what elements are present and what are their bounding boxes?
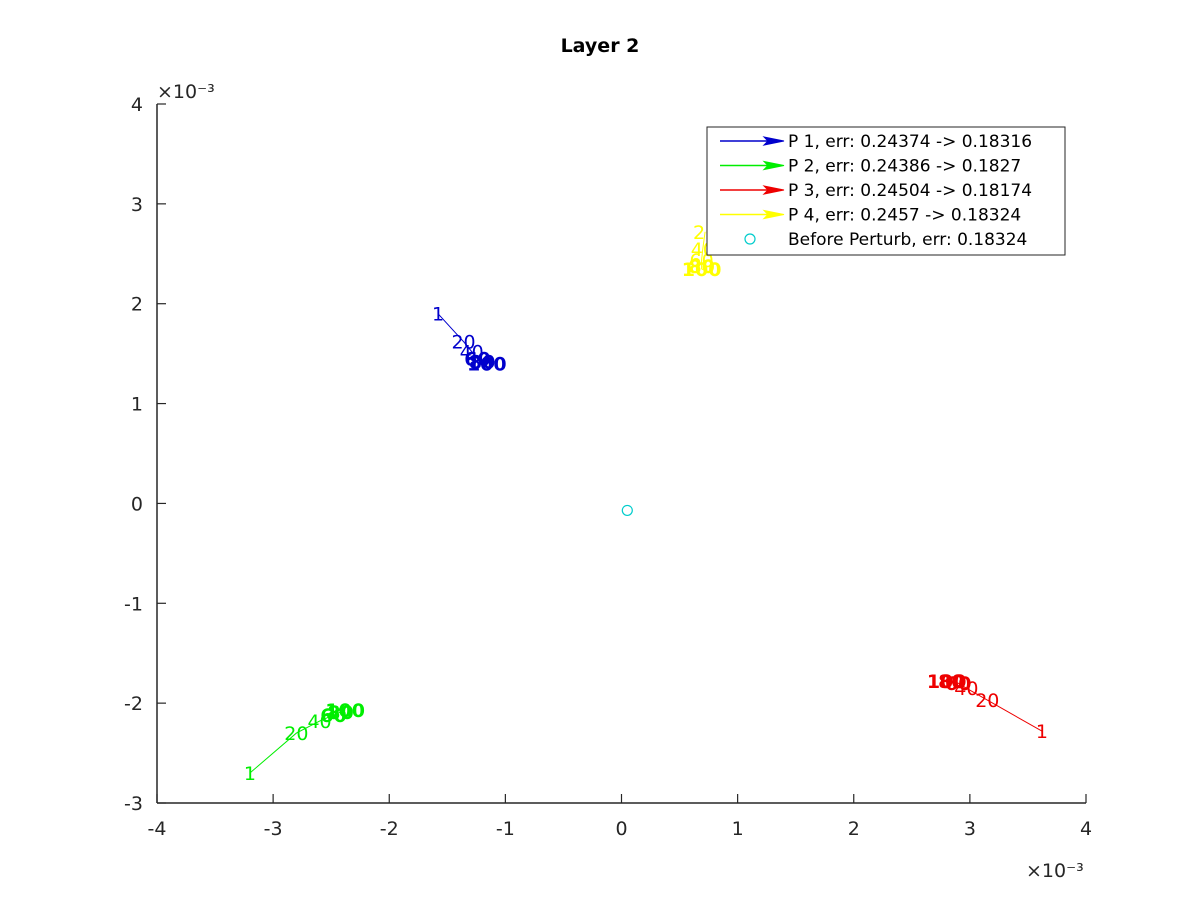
legend-circle-icon — [744, 233, 756, 245]
point-label: 100 — [682, 259, 722, 281]
legend-entry-label: Before Perturb, err: 0.18324 — [788, 230, 1027, 250]
y-tick-label: 1 — [131, 394, 143, 416]
point-label: 100 — [467, 354, 507, 376]
trajectory-line — [437, 313, 487, 365]
point-label: 80 — [469, 352, 495, 374]
point-label: 100 — [927, 671, 967, 693]
point-label: 80 — [938, 671, 964, 693]
trajectory-line — [701, 231, 706, 271]
point-label: 40 — [954, 678, 978, 700]
y-axis-exponent: ×10⁻³ — [157, 81, 215, 103]
point-label: 40 — [307, 711, 331, 733]
series-5 — [621, 504, 633, 517]
point-label: 40 — [460, 342, 484, 364]
point-label: 20 — [975, 690, 999, 712]
x-tick-label: 3 — [964, 818, 976, 840]
legend-arrow-icon — [762, 136, 785, 146]
y-tick-label: 0 — [131, 493, 143, 515]
x-tick-label: 2 — [848, 818, 860, 840]
trajectory-line — [946, 680, 1043, 732]
point-label: 60 — [320, 705, 346, 727]
y-tick-label: 2 — [131, 294, 143, 316]
y-tick-label: 4 — [131, 94, 143, 116]
x-tick-label: -3 — [264, 818, 283, 840]
point-label: 100 — [325, 700, 365, 722]
x-tick-label: -2 — [380, 818, 399, 840]
x-tick-label: 1 — [732, 818, 744, 840]
legend-entry-label: P 1, err: 0.24374 -> 0.18316 — [788, 132, 1032, 152]
trajectory-line — [249, 709, 346, 774]
legend-entry-label: P 2, err: 0.24386 -> 0.1827 — [788, 157, 1021, 177]
before-perturb-marker — [621, 504, 633, 517]
point-label: 80 — [688, 256, 714, 278]
legend-entry-label: P 3, err: 0.24504 -> 0.18174 — [788, 181, 1032, 201]
point-label: 1 — [244, 763, 256, 785]
point-label: 1 — [432, 304, 444, 326]
x-tick-label: 0 — [615, 818, 627, 840]
point-label: 60 — [464, 349, 490, 371]
y-tick-label: -3 — [124, 793, 143, 815]
x-axis-exponent: ×10⁻³ — [1026, 860, 1084, 882]
point-label: 80 — [327, 702, 353, 724]
legend: P 1, err: 0.24374 -> 0.18316 P 2, err: 0.… — [706, 126, 1066, 256]
x-tick-label: -1 — [496, 818, 515, 840]
legend-entry-label: P 4, err: 0.2457 -> 0.18324 — [788, 206, 1021, 226]
legend-arrow-icon — [762, 185, 785, 195]
point-label: 60 — [945, 673, 971, 695]
y-tick-label: -2 — [124, 693, 143, 715]
point-label: 1 — [1036, 721, 1048, 743]
y-tick-label: -1 — [124, 593, 143, 615]
x-tick-label: -4 — [148, 818, 167, 840]
chart-title: Layer 2 — [561, 35, 640, 57]
point-label: 20 — [284, 723, 308, 745]
legend-arrow-icon — [762, 160, 785, 171]
point-label: 20 — [451, 332, 475, 354]
legend-arrow-icon — [762, 209, 785, 220]
x-tick-label: 4 — [1080, 818, 1092, 840]
y-tick-label: 3 — [131, 194, 143, 216]
